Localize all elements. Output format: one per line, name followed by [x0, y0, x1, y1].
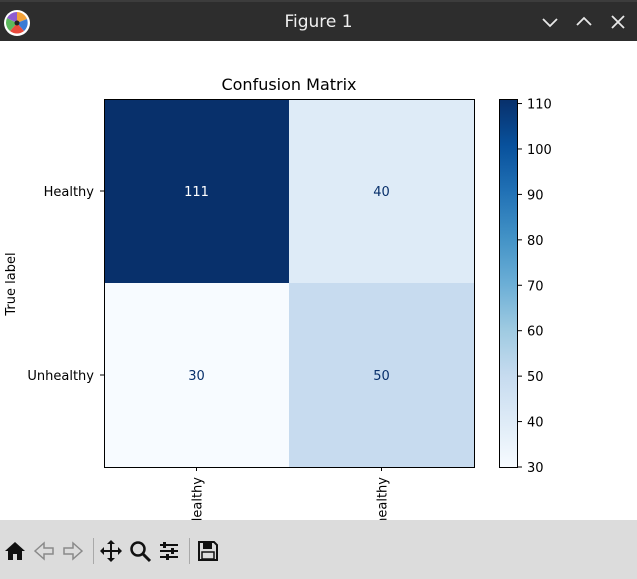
colorbar-tick-label: 50 [527, 370, 544, 385]
window-titlebar: Figure 1 [0, 0, 637, 41]
toolbar-separator [189, 538, 190, 564]
colorbar-tick-label: 80 [527, 234, 544, 249]
zoom-icon [130, 541, 152, 563]
close-button[interactable] [608, 12, 628, 32]
back-icon [33, 541, 54, 561]
colorbar-tick-label: 100 [527, 143, 552, 158]
maximize-button[interactable] [574, 12, 594, 32]
forward-icon [63, 541, 84, 561]
navigation-toolbar [0, 520, 637, 579]
matrix-frame [104, 99, 475, 468]
configure-icon [160, 542, 178, 560]
minimize-icon [542, 18, 558, 28]
colorbar-tick-label: 60 [527, 325, 544, 340]
colorbar-tick-label: 110 [527, 98, 552, 113]
y-tick-label: Unhealthy [27, 369, 94, 384]
y-tick-label: Healthy [44, 185, 95, 200]
cell-value-label: 50 [373, 369, 390, 384]
matrix-cell [289, 283, 474, 467]
configure-subplots-button[interactable] [157, 539, 181, 563]
maximize-icon [576, 16, 592, 26]
cell-value-label: 30 [188, 369, 205, 384]
minimize-button[interactable] [540, 12, 560, 32]
home-button[interactable] [3, 539, 27, 563]
colorbar-tick-label: 70 [527, 279, 544, 294]
close-icon [611, 15, 625, 29]
toolbar-separator [93, 538, 94, 564]
zoom-button[interactable] [128, 539, 152, 563]
cell-value-label: 40 [373, 185, 390, 200]
app-icon [4, 10, 30, 36]
x-tick-label: Unhealthy [376, 477, 391, 520]
x-tick-label: Healthy [191, 477, 206, 520]
window-title: Figure 1 [284, 12, 353, 32]
colorbar-tick-label: 40 [527, 416, 544, 431]
back-button[interactable] [32, 539, 56, 563]
save-icon [198, 541, 218, 561]
pan-button[interactable] [99, 539, 123, 563]
figure-canvas[interactable]: Confusion Matrix True label 111 40 30 50 He… [0, 41, 637, 520]
confusion-matrix-chart: Confusion Matrix True label 111 40 30 50 He… [4, 75, 552, 520]
matrix-cell [289, 99, 474, 283]
colorbar-tick-label: 30 [527, 461, 544, 476]
chart-title: Confusion Matrix [221, 75, 356, 94]
home-icon [5, 542, 25, 560]
matrix-cell [104, 283, 289, 467]
save-button[interactable] [196, 539, 220, 563]
colorbar [499, 99, 518, 468]
matrix-cell [104, 99, 289, 283]
y-axis-label: True label [4, 252, 19, 316]
colorbar-tick-label: 90 [527, 188, 544, 203]
cell-value-label: 111 [184, 185, 209, 200]
pan-icon [100, 540, 122, 562]
forward-button[interactable] [61, 539, 85, 563]
